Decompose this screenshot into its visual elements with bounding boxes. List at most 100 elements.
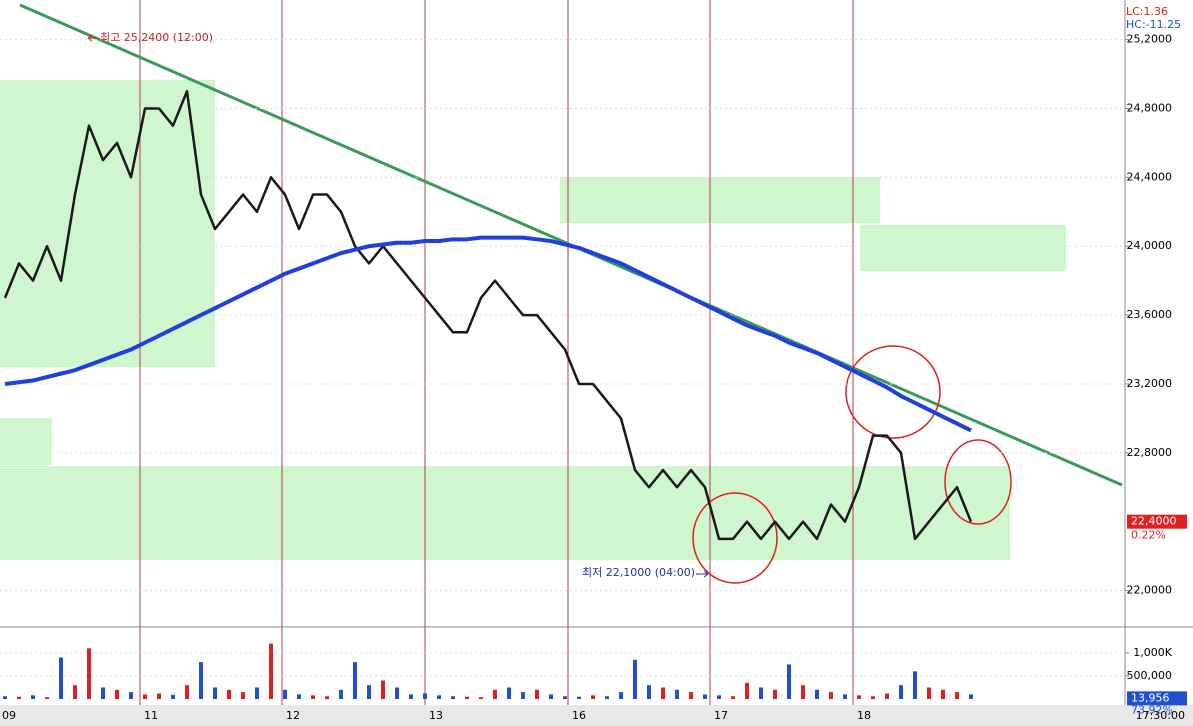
volume-bar bbox=[409, 694, 413, 699]
volume-bar bbox=[3, 696, 7, 699]
volume-bar bbox=[759, 687, 763, 699]
volume-bar bbox=[731, 696, 735, 699]
volume-bar bbox=[479, 697, 483, 699]
volume-bar bbox=[521, 692, 525, 699]
y-tick-label: 23,2000 bbox=[1127, 377, 1173, 390]
volume-bar bbox=[73, 685, 77, 699]
volume-bar bbox=[213, 687, 217, 699]
zone bbox=[560, 177, 880, 223]
volume-bar bbox=[325, 696, 329, 699]
highlight bbox=[692, 492, 778, 584]
volume-bar bbox=[787, 664, 791, 699]
volume-bar bbox=[171, 694, 175, 699]
volume-bar bbox=[17, 696, 21, 699]
volume-bar bbox=[689, 692, 693, 699]
zones bbox=[0, 80, 1066, 560]
volume-bar bbox=[773, 689, 777, 699]
volume-bar bbox=[535, 689, 539, 699]
volume-bar bbox=[843, 694, 847, 699]
volume-bar bbox=[605, 696, 609, 699]
volume-ratio: 73,92% bbox=[1131, 703, 1173, 716]
volume-tag-label: 13,956 bbox=[1131, 691, 1170, 704]
volume-bar bbox=[395, 687, 399, 699]
volume-bar bbox=[101, 687, 105, 699]
volume-bar bbox=[493, 689, 497, 699]
x-tick-label: 11 bbox=[144, 709, 158, 722]
volume-bar bbox=[913, 671, 917, 699]
volume-bar bbox=[885, 693, 889, 699]
volume-bar bbox=[507, 687, 511, 699]
volume-bar bbox=[549, 694, 553, 699]
highlight bbox=[944, 439, 1012, 525]
volume-bar bbox=[31, 695, 35, 699]
x-tick-label: 13 bbox=[429, 709, 443, 722]
volume-bar bbox=[591, 695, 595, 699]
x-tick-label: 12 bbox=[286, 709, 300, 722]
volume-bar bbox=[59, 657, 63, 699]
volume-bar bbox=[339, 689, 343, 699]
day-separators bbox=[139, 0, 854, 705]
volume-bar bbox=[143, 694, 147, 699]
zone bbox=[0, 80, 215, 367]
volume-bar bbox=[899, 685, 903, 699]
volume-bar bbox=[745, 682, 749, 699]
low-arrow bbox=[696, 570, 709, 578]
low-note: 최저 22,1000 (04:00) bbox=[582, 566, 695, 579]
vol-tick-label: 1,000K bbox=[1133, 646, 1172, 659]
x-tick-label: 18 bbox=[857, 709, 871, 722]
volume-bar bbox=[451, 696, 455, 699]
x-tick-label: 17 bbox=[714, 709, 728, 722]
volume-bar bbox=[675, 689, 679, 699]
legend-hc: HC:-11.25 bbox=[1126, 18, 1181, 31]
high-note: 최고 25,2400 (12:00) bbox=[100, 31, 213, 44]
volume-bar bbox=[829, 692, 833, 699]
volume-bar bbox=[969, 694, 973, 699]
ma-line bbox=[4, 235, 972, 433]
volume-bar bbox=[297, 694, 301, 699]
axis-panel bbox=[1125, 0, 1193, 705]
price-change: 0.22% bbox=[1131, 529, 1166, 542]
price-tag-label: 22,4000 bbox=[1131, 515, 1177, 528]
volume-bar bbox=[45, 697, 49, 699]
volume-bar bbox=[941, 689, 945, 699]
volume-bar bbox=[367, 685, 371, 699]
volume-bar bbox=[353, 662, 357, 699]
volume-bar bbox=[227, 689, 231, 699]
volume-bar bbox=[87, 648, 91, 699]
zone bbox=[0, 466, 1010, 560]
time-label: 17:30:00 bbox=[1136, 709, 1185, 722]
volume-bar bbox=[703, 694, 707, 699]
circles bbox=[692, 345, 1012, 584]
legend-lc: LC:1.36 bbox=[1126, 5, 1168, 18]
y-tick-label: 22,0000 bbox=[1127, 584, 1173, 597]
volume-bar bbox=[927, 687, 931, 699]
volume-bar bbox=[283, 689, 287, 699]
volume-bar bbox=[661, 687, 665, 699]
price-line bbox=[3, 90, 973, 541]
volume-bar bbox=[437, 695, 441, 699]
volume-bar bbox=[857, 695, 861, 699]
volume-bar bbox=[381, 680, 385, 699]
volume-bar bbox=[129, 692, 133, 699]
highlight bbox=[845, 345, 941, 439]
volume-bar bbox=[619, 692, 623, 699]
volume-bar bbox=[241, 692, 245, 699]
volume-bar bbox=[269, 643, 273, 699]
volume-bar bbox=[185, 685, 189, 699]
x-axis-strip bbox=[0, 705, 1193, 726]
y-tick-label: 24,4000 bbox=[1127, 170, 1173, 183]
x-tick-label: 16 bbox=[572, 709, 586, 722]
volume-bar bbox=[633, 659, 637, 699]
high-arrow bbox=[87, 34, 97, 42]
y-tick-label: 25,2000 bbox=[1127, 33, 1173, 46]
volume-bar bbox=[717, 695, 721, 699]
vol-tick-label: 500,000 bbox=[1127, 669, 1173, 682]
volume-bar bbox=[465, 696, 469, 699]
volume-bar bbox=[577, 696, 581, 699]
volume-bar bbox=[115, 689, 119, 699]
volume-bar bbox=[311, 695, 315, 699]
y-tick-label: 24,0000 bbox=[1127, 239, 1173, 252]
volume-tag bbox=[1127, 691, 1187, 706]
volume-bar bbox=[563, 696, 567, 699]
